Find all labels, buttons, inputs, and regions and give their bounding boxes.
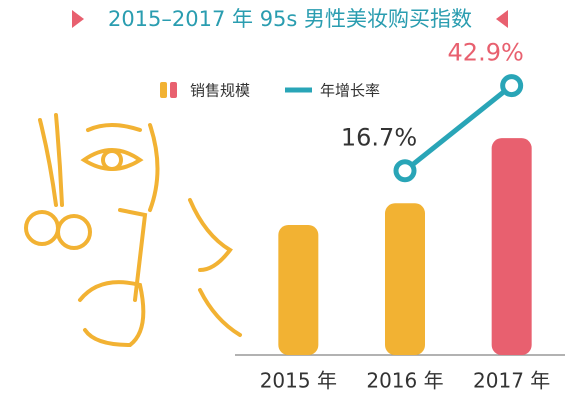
- title-arrow-left: [72, 10, 84, 28]
- x-tick-label: 2016 年: [366, 369, 443, 393]
- data-label: 16.7%: [341, 124, 417, 152]
- line-marker: [500, 74, 524, 98]
- line-marker: [393, 159, 417, 183]
- legend-swatch: [170, 82, 177, 98]
- bar: [278, 225, 319, 355]
- legend: 销售规模 年增长率: [160, 82, 380, 100]
- title-arrow-right: [496, 10, 508, 28]
- line: [403, 83, 514, 173]
- chart-title: 2015–2017 年 95s 男性美妆购买指数: [108, 7, 472, 31]
- legend-label: 销售规模: [190, 82, 250, 100]
- bar: [385, 203, 425, 355]
- legend-label: 年增长率: [320, 82, 380, 100]
- illustration: [24, 113, 242, 348]
- x-tick-label: 2017 年: [473, 369, 550, 393]
- bar: [491, 138, 532, 355]
- data-label: 42.9%: [448, 39, 524, 67]
- x-tick-label: 2015 年: [260, 369, 337, 393]
- legend-swatch: [160, 82, 167, 98]
- plot-area: 2015 年 2016 年 2017 年 16.7% 42.9%: [235, 39, 565, 393]
